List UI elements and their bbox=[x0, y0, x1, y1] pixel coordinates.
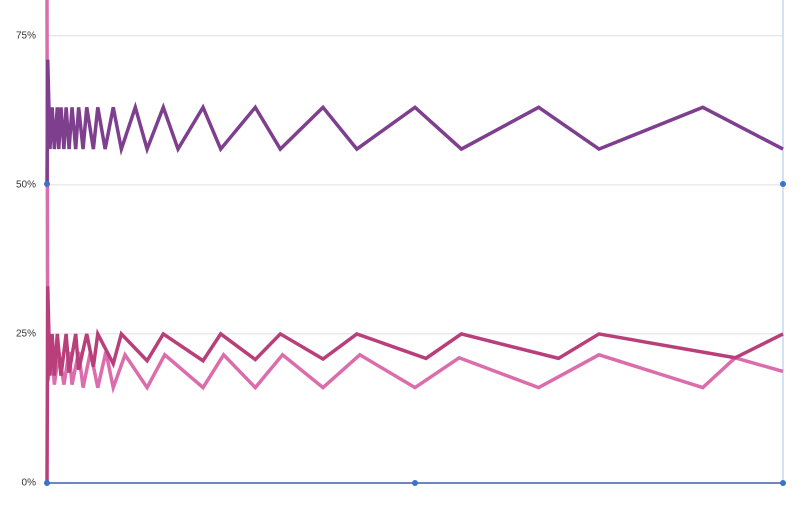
line bbox=[45, 59, 784, 185]
line bbox=[45, 0, 784, 395]
handle[interactable] bbox=[44, 480, 50, 486]
y-tick-label: 25% bbox=[16, 329, 36, 340]
handle[interactable] bbox=[44, 181, 50, 187]
y-tick-label: 75% bbox=[16, 30, 36, 41]
y-tick-label: 0% bbox=[22, 478, 37, 489]
y-tick-label: 50% bbox=[16, 179, 36, 190]
line bbox=[45, 286, 784, 484]
handle[interactable] bbox=[780, 480, 786, 486]
handle[interactable] bbox=[412, 480, 418, 486]
plot-area: 0% 25% 50% 75% bbox=[16, 0, 784, 489]
handles bbox=[44, 181, 786, 486]
handle[interactable] bbox=[780, 181, 786, 187]
